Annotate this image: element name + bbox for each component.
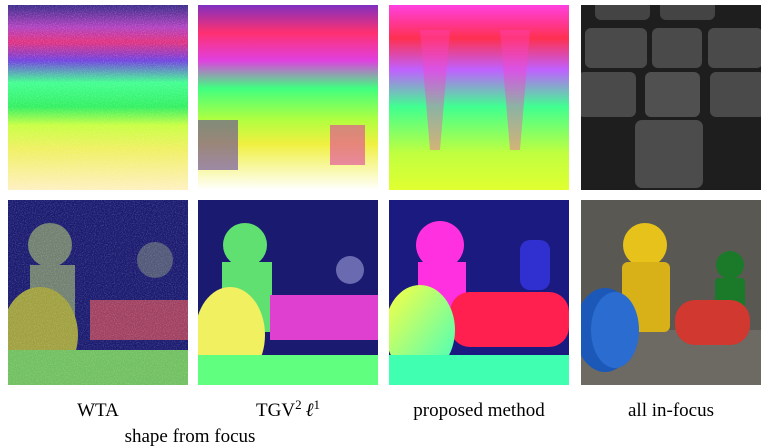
caption-sup: 1: [313, 397, 320, 412]
figure: WTA TGV2ℓ1 proposed method all in-focus …: [0, 0, 762, 448]
caption-part: ℓ: [306, 400, 314, 421]
caption-sup: 2: [295, 397, 302, 412]
toys-photo: [575, 200, 761, 385]
keyboard-photo: [578, 0, 762, 190]
caption: proposed method: [413, 400, 545, 421]
tgv-toys: [195, 200, 378, 385]
caption-part: TGV: [256, 400, 295, 421]
caption: WTA: [77, 400, 119, 421]
tgv-keyboard: [198, 5, 378, 190]
proposed-keyboard: [389, 5, 569, 190]
caption: all in-focus: [628, 400, 714, 421]
proposed-toys: [385, 200, 569, 385]
wta-toys: [2, 200, 188, 385]
group-caption: shape from focus: [125, 426, 256, 447]
wta-keyboard: [8, 5, 188, 190]
